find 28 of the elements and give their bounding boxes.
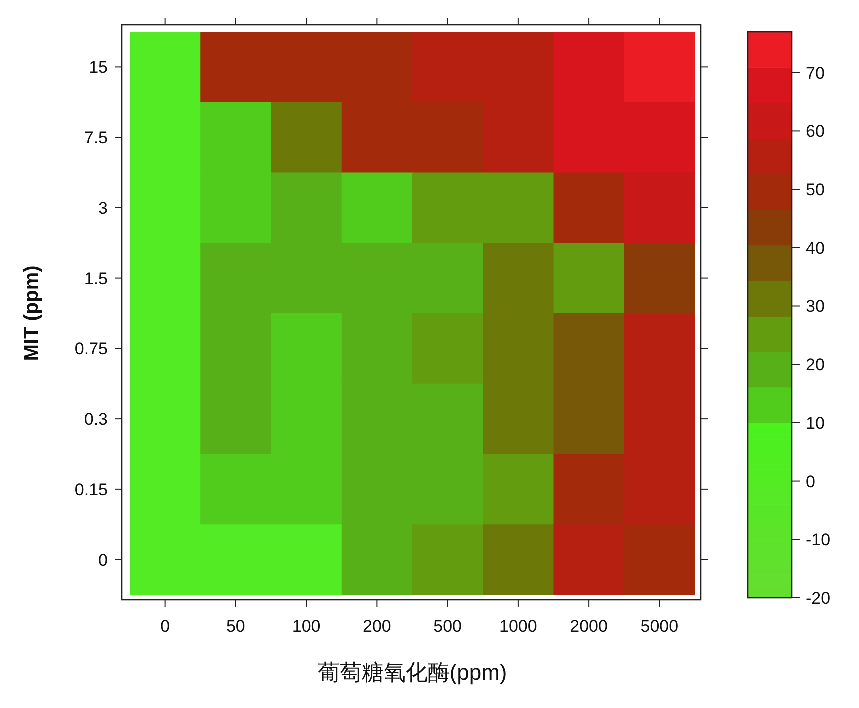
x-tick-label: 100: [292, 617, 321, 636]
x-tick-label: 2000: [570, 617, 608, 636]
color-bar-label: 20: [806, 356, 825, 375]
y-tick-label: 3: [98, 198, 108, 218]
color-bar-label: 70: [806, 64, 825, 83]
color-bar-label: 50: [806, 180, 825, 200]
color-bar-label: 60: [806, 122, 825, 142]
y-tick-label: 15: [89, 58, 108, 78]
color-bar-label: -20: [806, 589, 831, 608]
color-bar-label: 40: [806, 238, 825, 258]
color-bar-label: -10: [806, 530, 831, 550]
y-tick-label: 0: [98, 550, 108, 570]
y-tick-label: 0.15: [74, 480, 108, 500]
y-tick-label: 7.5: [84, 128, 108, 148]
y-axis-title: MIT (ppm): [21, 266, 43, 362]
x-tick-label: 50: [226, 617, 246, 636]
color-bar-label: 10: [806, 414, 825, 433]
y-tick-label: 1.5: [84, 269, 108, 288]
x-tick-label: 0: [160, 617, 170, 636]
y-tick-label: 0.3: [84, 410, 108, 430]
x-tick-label: 500: [434, 617, 462, 636]
color-bar-label: 30: [806, 297, 825, 316]
x-tick-label: 200: [363, 617, 392, 636]
color-bar-label: 0: [806, 472, 816, 492]
x-tick-label: 5000: [640, 617, 679, 636]
x-tick-label: 1000: [500, 617, 538, 636]
y-tick-label: 0.75: [74, 340, 108, 359]
x-axis-title: 葡萄糖氧化酶(ppm): [318, 660, 508, 685]
